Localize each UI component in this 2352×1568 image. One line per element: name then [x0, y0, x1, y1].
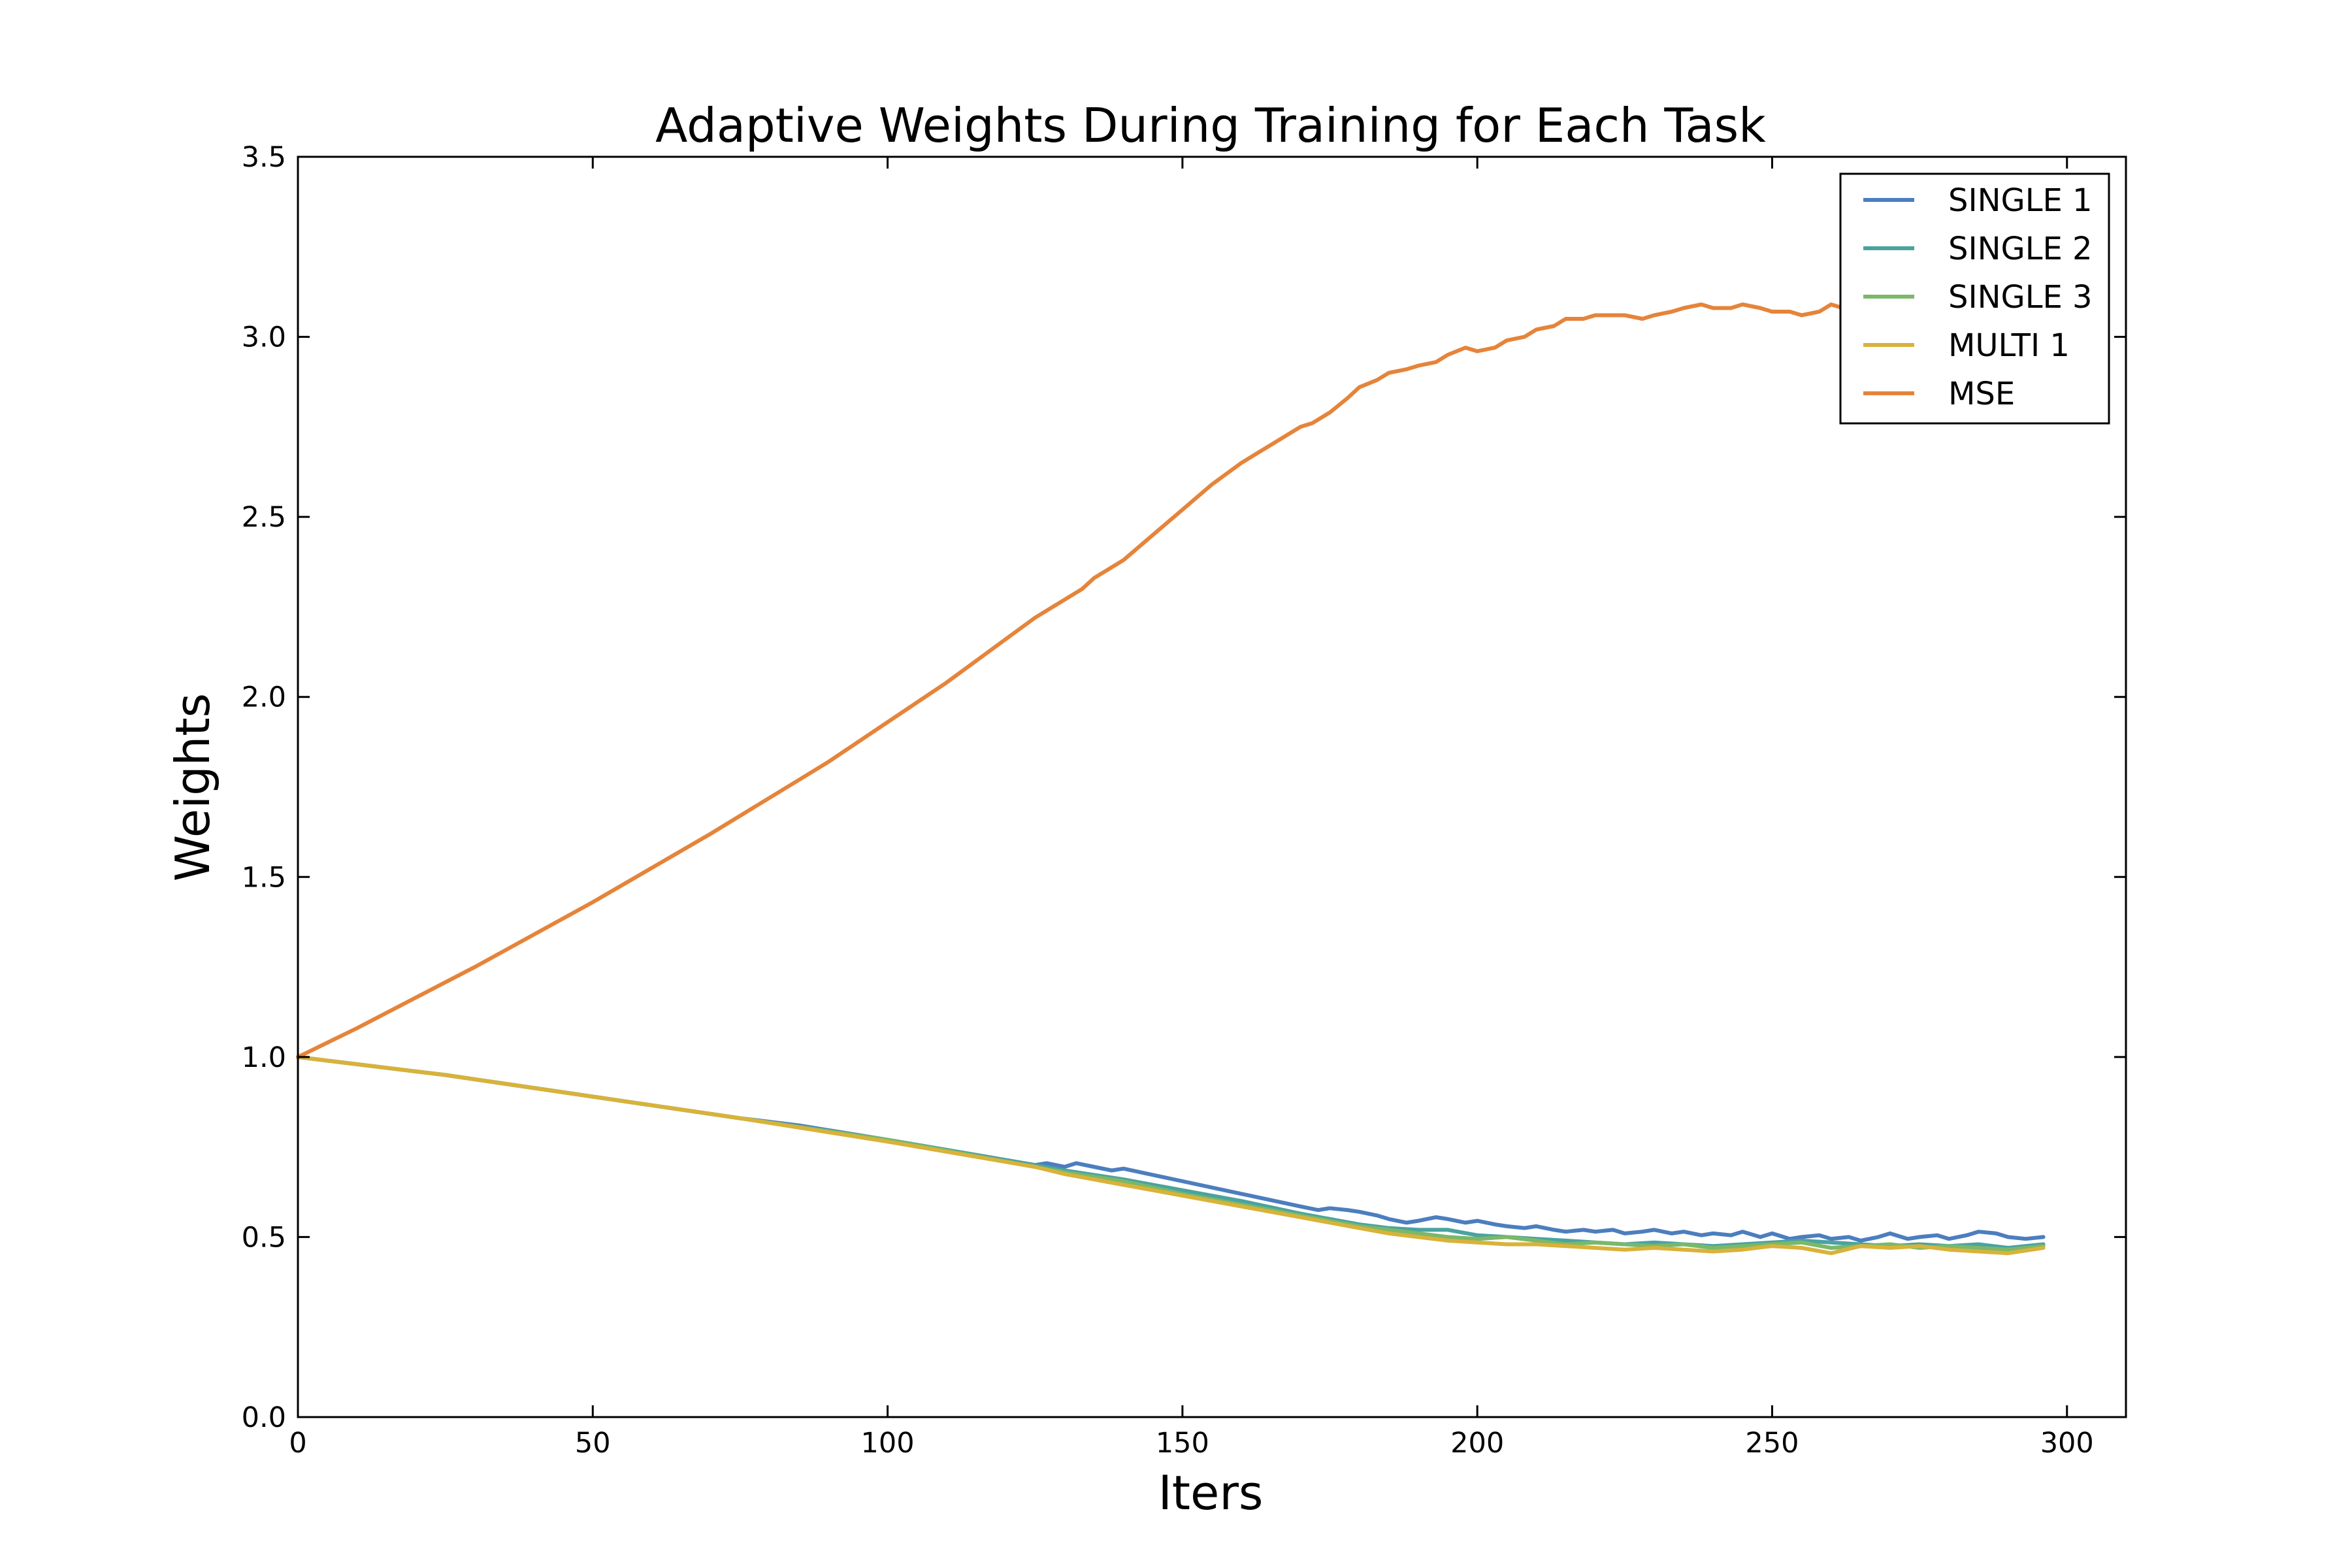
y-axis-label: Weights [165, 693, 220, 881]
plot-frame [297, 155, 2127, 1418]
y-tick-label: 0.0 [242, 1401, 286, 1434]
x-tick-label: 300 [2040, 1427, 2094, 1460]
series-layer [296, 302, 2046, 1256]
x-tick-label: 150 [1156, 1427, 1209, 1460]
legend-label-4: MULTI 1 [1948, 327, 2070, 364]
y-tick-label: 3.0 [242, 321, 286, 354]
x-axis-label: Iters [1158, 1465, 1264, 1520]
legend: SINGLE 1 SINGLE 2 SINGLE 3 MULTI 1 MSE [1839, 172, 2110, 425]
series-line-5 [296, 302, 1845, 1059]
x-tick-label: 100 [861, 1427, 915, 1460]
legend-label-5: MSE [1948, 376, 2015, 412]
legend-label-2: SINGLE 2 [1948, 231, 2093, 267]
x-tick-label: 0 [289, 1427, 306, 1460]
y-tick-label: 1.5 [242, 861, 286, 894]
y-tick-label: 0.5 [242, 1221, 286, 1254]
y-tick-label: 2.5 [242, 501, 286, 534]
legend-label-3: SINGLE 3 [1948, 279, 2093, 316]
x-tick-label: 50 [575, 1427, 611, 1460]
x-tick-label: 200 [1450, 1427, 1504, 1460]
x-tick-label: 250 [1745, 1427, 1799, 1460]
chart-title: Adaptive Weights During Training for Eac… [655, 98, 1766, 153]
y-tick-label: 3.5 [242, 141, 286, 174]
y-tick-label: 2.0 [242, 681, 286, 714]
series-line-4 [296, 1054, 2046, 1256]
y-tick-label: 1.0 [242, 1041, 286, 1074]
axis-ticks: 0 50 100 150 200 250 300 0.0 0.5 1.0 1.5 2.0 2.5 3.0 3… [242, 141, 2126, 1460]
series-line-1 [296, 1054, 2046, 1243]
legend-label-1: SINGLE 1 [1948, 182, 2093, 219]
